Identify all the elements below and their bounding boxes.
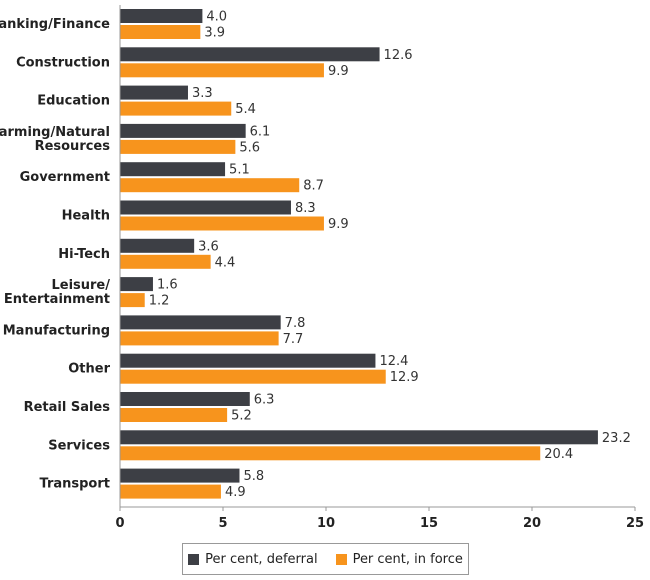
data-label: 5.8	[243, 469, 264, 484]
data-label: 9.9	[328, 64, 349, 79]
bar-in-force	[120, 331, 279, 346]
bar-in-force	[120, 408, 228, 422]
data-label: 1.2	[149, 294, 170, 309]
legend-label-in-force: Per cent, in force	[352, 551, 463, 567]
category-label: Services	[48, 438, 110, 453]
data-label: 1.6	[157, 278, 178, 293]
labels-group: Banking/Finance 4.03.9 Construction 12.6 9.9…	[0, 10, 631, 501]
data-label: 8.7	[303, 179, 324, 194]
legend: Per cent, deferral Per cent, in force	[182, 543, 469, 575]
bar-in-force	[120, 293, 145, 308]
data-label: 6.3	[254, 393, 275, 408]
bar-in-force	[120, 484, 221, 499]
category-label: Retail Sales	[24, 400, 111, 415]
category-label: Construction	[16, 55, 110, 70]
category-label: Other	[68, 362, 110, 377]
data-label: 20.4	[544, 447, 573, 462]
legend-swatch-deferral	[188, 553, 200, 565]
bar-in-force	[120, 254, 211, 269]
x-tick-label: 20	[523, 516, 541, 531]
data-label: 5.2	[231, 409, 252, 424]
data-label: 6.1	[250, 124, 271, 139]
bar-deferral	[120, 430, 598, 445]
data-label: 3.6	[198, 239, 219, 254]
legend-swatch-in-force	[335, 553, 347, 565]
bar-deferral	[120, 123, 246, 138]
category-label: Farming/Natural	[0, 125, 110, 140]
data-label: 7.7	[283, 332, 304, 347]
legend-label-deferral: Per cent, deferral	[205, 551, 318, 567]
data-label: 8.3	[295, 201, 316, 216]
bar-deferral	[120, 162, 226, 177]
category-label: Manufacturing	[3, 323, 110, 338]
category-label: Government	[20, 170, 110, 185]
bar-deferral	[120, 392, 250, 406]
bars-group	[120, 9, 598, 499]
data-label: 4.9	[225, 485, 246, 500]
x-tick-label: 10	[317, 516, 335, 531]
x-tick-label: 0	[115, 516, 124, 531]
legend-item-in-force: Per cent, in force	[335, 551, 463, 567]
x-tick-label: 15	[420, 516, 438, 531]
bar-deferral	[120, 85, 188, 100]
data-label: 5.6	[239, 140, 260, 155]
bar-in-force	[120, 369, 386, 384]
bar-in-force	[120, 101, 232, 116]
category-label: Banking/Finance	[0, 17, 110, 32]
category-label: Health	[62, 209, 110, 224]
data-label: 9.9	[328, 217, 349, 232]
bar-in-force	[120, 178, 300, 193]
category-label: Entertainment	[4, 292, 110, 307]
bar-in-force	[120, 139, 236, 154]
bar-in-force	[120, 25, 201, 39]
bar-deferral	[120, 47, 380, 62]
bar-deferral	[120, 315, 281, 330]
legend-item-deferral: Per cent, deferral	[188, 551, 318, 567]
bar-in-force	[120, 63, 324, 78]
bar-deferral	[120, 9, 203, 23]
data-label: 3.3	[192, 86, 213, 101]
bar-deferral	[120, 238, 195, 253]
bar-deferral	[120, 353, 376, 368]
bar-in-force	[120, 216, 324, 231]
category-label: Hi-Tech	[58, 247, 110, 262]
data-label: 23.2	[602, 431, 631, 446]
category-label: Transport	[40, 477, 110, 492]
x-tick-label: 5	[218, 516, 227, 531]
axis-group: 0 5 10 15 20 25	[115, 5, 644, 531]
category-label: Leisure/	[51, 278, 110, 293]
data-label: 3.9	[204, 26, 225, 41]
data-label: 4.0	[206, 10, 227, 25]
data-label: 5.1	[229, 163, 250, 178]
data-label: 12.9	[390, 370, 419, 385]
data-label: 7.8	[285, 316, 306, 331]
data-label: 12.6	[384, 48, 413, 63]
data-label: 5.4	[235, 102, 256, 117]
bar-in-force	[120, 446, 541, 461]
data-label: 12.4	[379, 354, 408, 369]
x-tick-label: 25	[626, 516, 644, 531]
category-label: Resources	[35, 139, 111, 154]
category-label: Education	[37, 94, 110, 109]
data-label: 4.4	[215, 255, 236, 270]
bar-deferral	[120, 277, 153, 292]
bar-deferral	[120, 200, 291, 215]
bar-deferral	[120, 468, 240, 483]
